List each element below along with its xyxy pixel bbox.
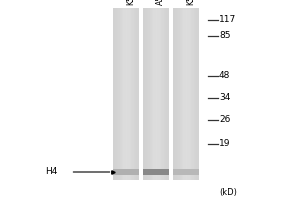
Bar	[182, 8, 184, 180]
Bar	[135, 8, 136, 180]
Text: A549: A549	[156, 0, 165, 5]
Bar	[173, 8, 199, 180]
Bar	[136, 8, 137, 180]
Bar	[180, 8, 181, 180]
Bar	[132, 8, 134, 180]
Bar	[143, 8, 145, 180]
Bar	[152, 8, 153, 180]
Bar	[118, 8, 120, 180]
Bar	[189, 8, 190, 180]
Bar	[151, 8, 152, 180]
Bar	[115, 8, 116, 180]
Bar	[167, 8, 169, 180]
Bar	[130, 8, 131, 180]
Bar	[196, 8, 197, 180]
Bar	[173, 8, 175, 180]
Bar	[126, 8, 127, 180]
Bar	[146, 8, 147, 180]
Bar	[143, 169, 169, 175]
Bar	[191, 8, 192, 180]
Bar	[131, 8, 132, 180]
Bar	[117, 8, 118, 180]
Bar	[173, 169, 199, 175]
Bar	[143, 8, 169, 180]
Bar	[197, 8, 199, 180]
Text: 85: 85	[219, 31, 230, 40]
Text: 34: 34	[219, 94, 230, 102]
Bar	[154, 8, 155, 180]
Text: K562: K562	[186, 0, 195, 5]
Bar	[121, 8, 122, 180]
Text: 48: 48	[219, 72, 230, 80]
Bar	[127, 8, 129, 180]
Text: 117: 117	[219, 16, 236, 24]
Bar	[161, 8, 162, 180]
Bar	[113, 169, 139, 175]
Bar	[185, 8, 186, 180]
Bar	[116, 8, 117, 180]
Text: 26: 26	[219, 116, 230, 124]
Bar	[165, 8, 166, 180]
Bar	[113, 8, 115, 180]
Bar	[113, 8, 139, 180]
Bar	[175, 8, 176, 180]
Bar	[195, 8, 196, 180]
Bar	[194, 8, 195, 180]
Bar	[160, 8, 161, 180]
Bar	[181, 8, 182, 180]
Bar	[147, 8, 148, 180]
Bar	[155, 8, 156, 180]
Bar	[187, 8, 188, 180]
Bar	[184, 8, 185, 180]
Bar	[164, 8, 165, 180]
Bar	[125, 8, 126, 180]
Bar	[148, 8, 150, 180]
Bar	[150, 8, 151, 180]
Bar	[192, 8, 194, 180]
Bar	[156, 8, 157, 180]
Bar	[162, 8, 164, 180]
Bar	[178, 8, 180, 180]
Bar	[145, 8, 146, 180]
Bar	[124, 8, 125, 180]
Text: H4: H4	[45, 168, 57, 176]
Bar	[177, 8, 178, 180]
Bar	[159, 8, 160, 180]
Bar	[176, 8, 177, 180]
Bar	[129, 8, 130, 180]
Bar	[134, 8, 135, 180]
Text: (kD): (kD)	[219, 188, 237, 197]
Bar	[120, 8, 121, 180]
Bar	[122, 8, 124, 180]
Text: K562: K562	[126, 0, 135, 5]
Bar	[157, 8, 159, 180]
Bar	[190, 8, 191, 180]
Text: 19: 19	[219, 140, 230, 148]
Bar	[186, 8, 187, 180]
Bar	[137, 8, 139, 180]
Bar	[166, 8, 167, 180]
